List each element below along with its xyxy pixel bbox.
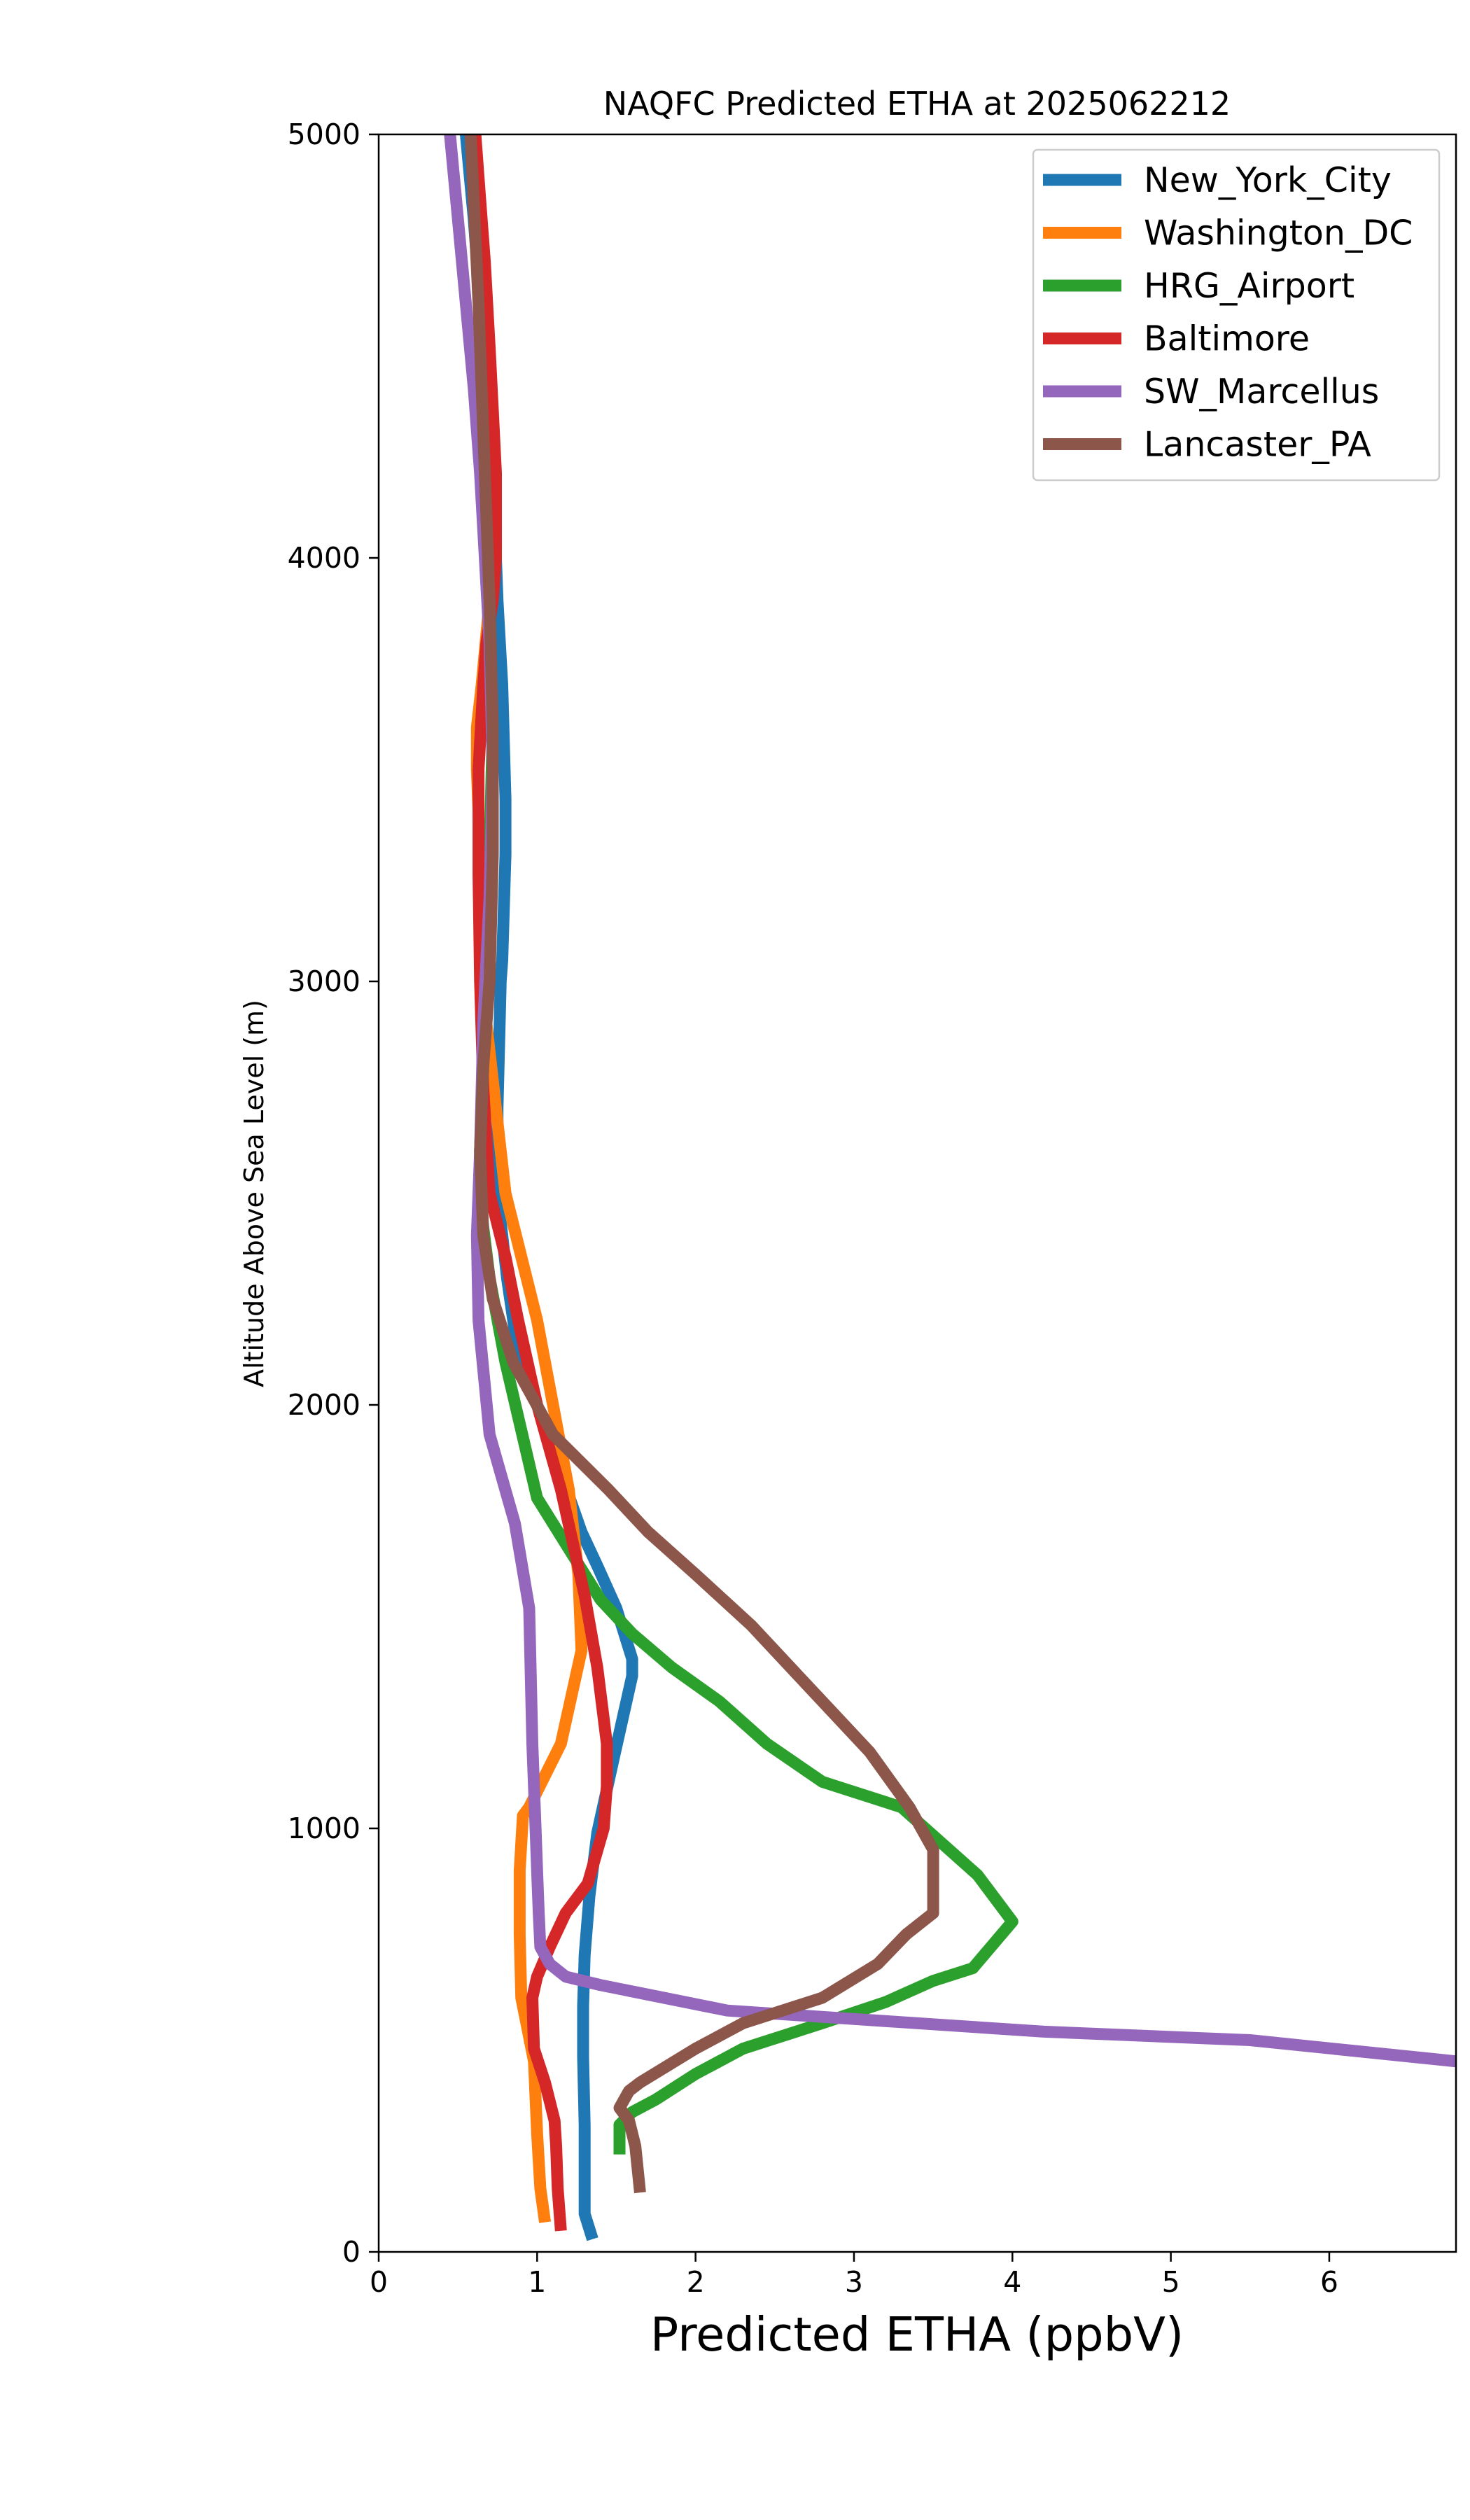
plot-frame: [377, 133, 1457, 2253]
x-tick-label: 6: [1320, 2265, 1338, 2299]
legend-frame: [1032, 148, 1441, 482]
legend: New_York_City Washington_DC HRG_Airport Bal…: [1032, 148, 1441, 482]
chart-title: NAQFC Predicted ETHA at 2025062212: [603, 85, 1231, 122]
y-tick-label: 0: [342, 2235, 360, 2269]
y-tick-label: 2000: [288, 1388, 360, 1422]
legend-label-baltimore: Baltimore: [1144, 319, 1310, 359]
x-tick-label: 5: [1162, 2265, 1180, 2299]
x-tick-label: 0: [370, 2265, 388, 2299]
series-line-lancaster-pa: [464, 134, 939, 2194]
legend-label-new-york-city: New_York_City: [1144, 160, 1392, 200]
series-layer: [444, 134, 1456, 2241]
x-tick-label: 2: [687, 2265, 705, 2299]
legend-label-lancaster-pa: Lancaster_PA: [1144, 425, 1371, 465]
y-axis-label: Altitude Above Sea Level (m): [239, 1000, 270, 1387]
legend-label-sw-marcellus: SW_Marcellus: [1144, 372, 1379, 412]
y-tick-label: 4000: [288, 541, 360, 575]
legend-label-hrg-airport: HRG_Airport: [1144, 266, 1354, 306]
x-tick-label: 1: [528, 2265, 546, 2299]
y-tick-label: 1000: [288, 1812, 360, 1845]
x-axis: 0 1 2 3 4 5 6: [370, 2252, 1338, 2299]
x-axis-label: Predicted ETHA (ppbV): [650, 2307, 1184, 2362]
y-tick-label: 3000: [288, 965, 360, 998]
y-axis: 0 1000 2000 3000 4000 5000: [288, 118, 379, 2269]
x-tick-label: 4: [1003, 2265, 1021, 2299]
y-tick-label: 5000: [288, 118, 360, 151]
legend-label-washington-dc: Washington_DC: [1144, 214, 1413, 253]
x-tick-label: 3: [845, 2265, 863, 2299]
